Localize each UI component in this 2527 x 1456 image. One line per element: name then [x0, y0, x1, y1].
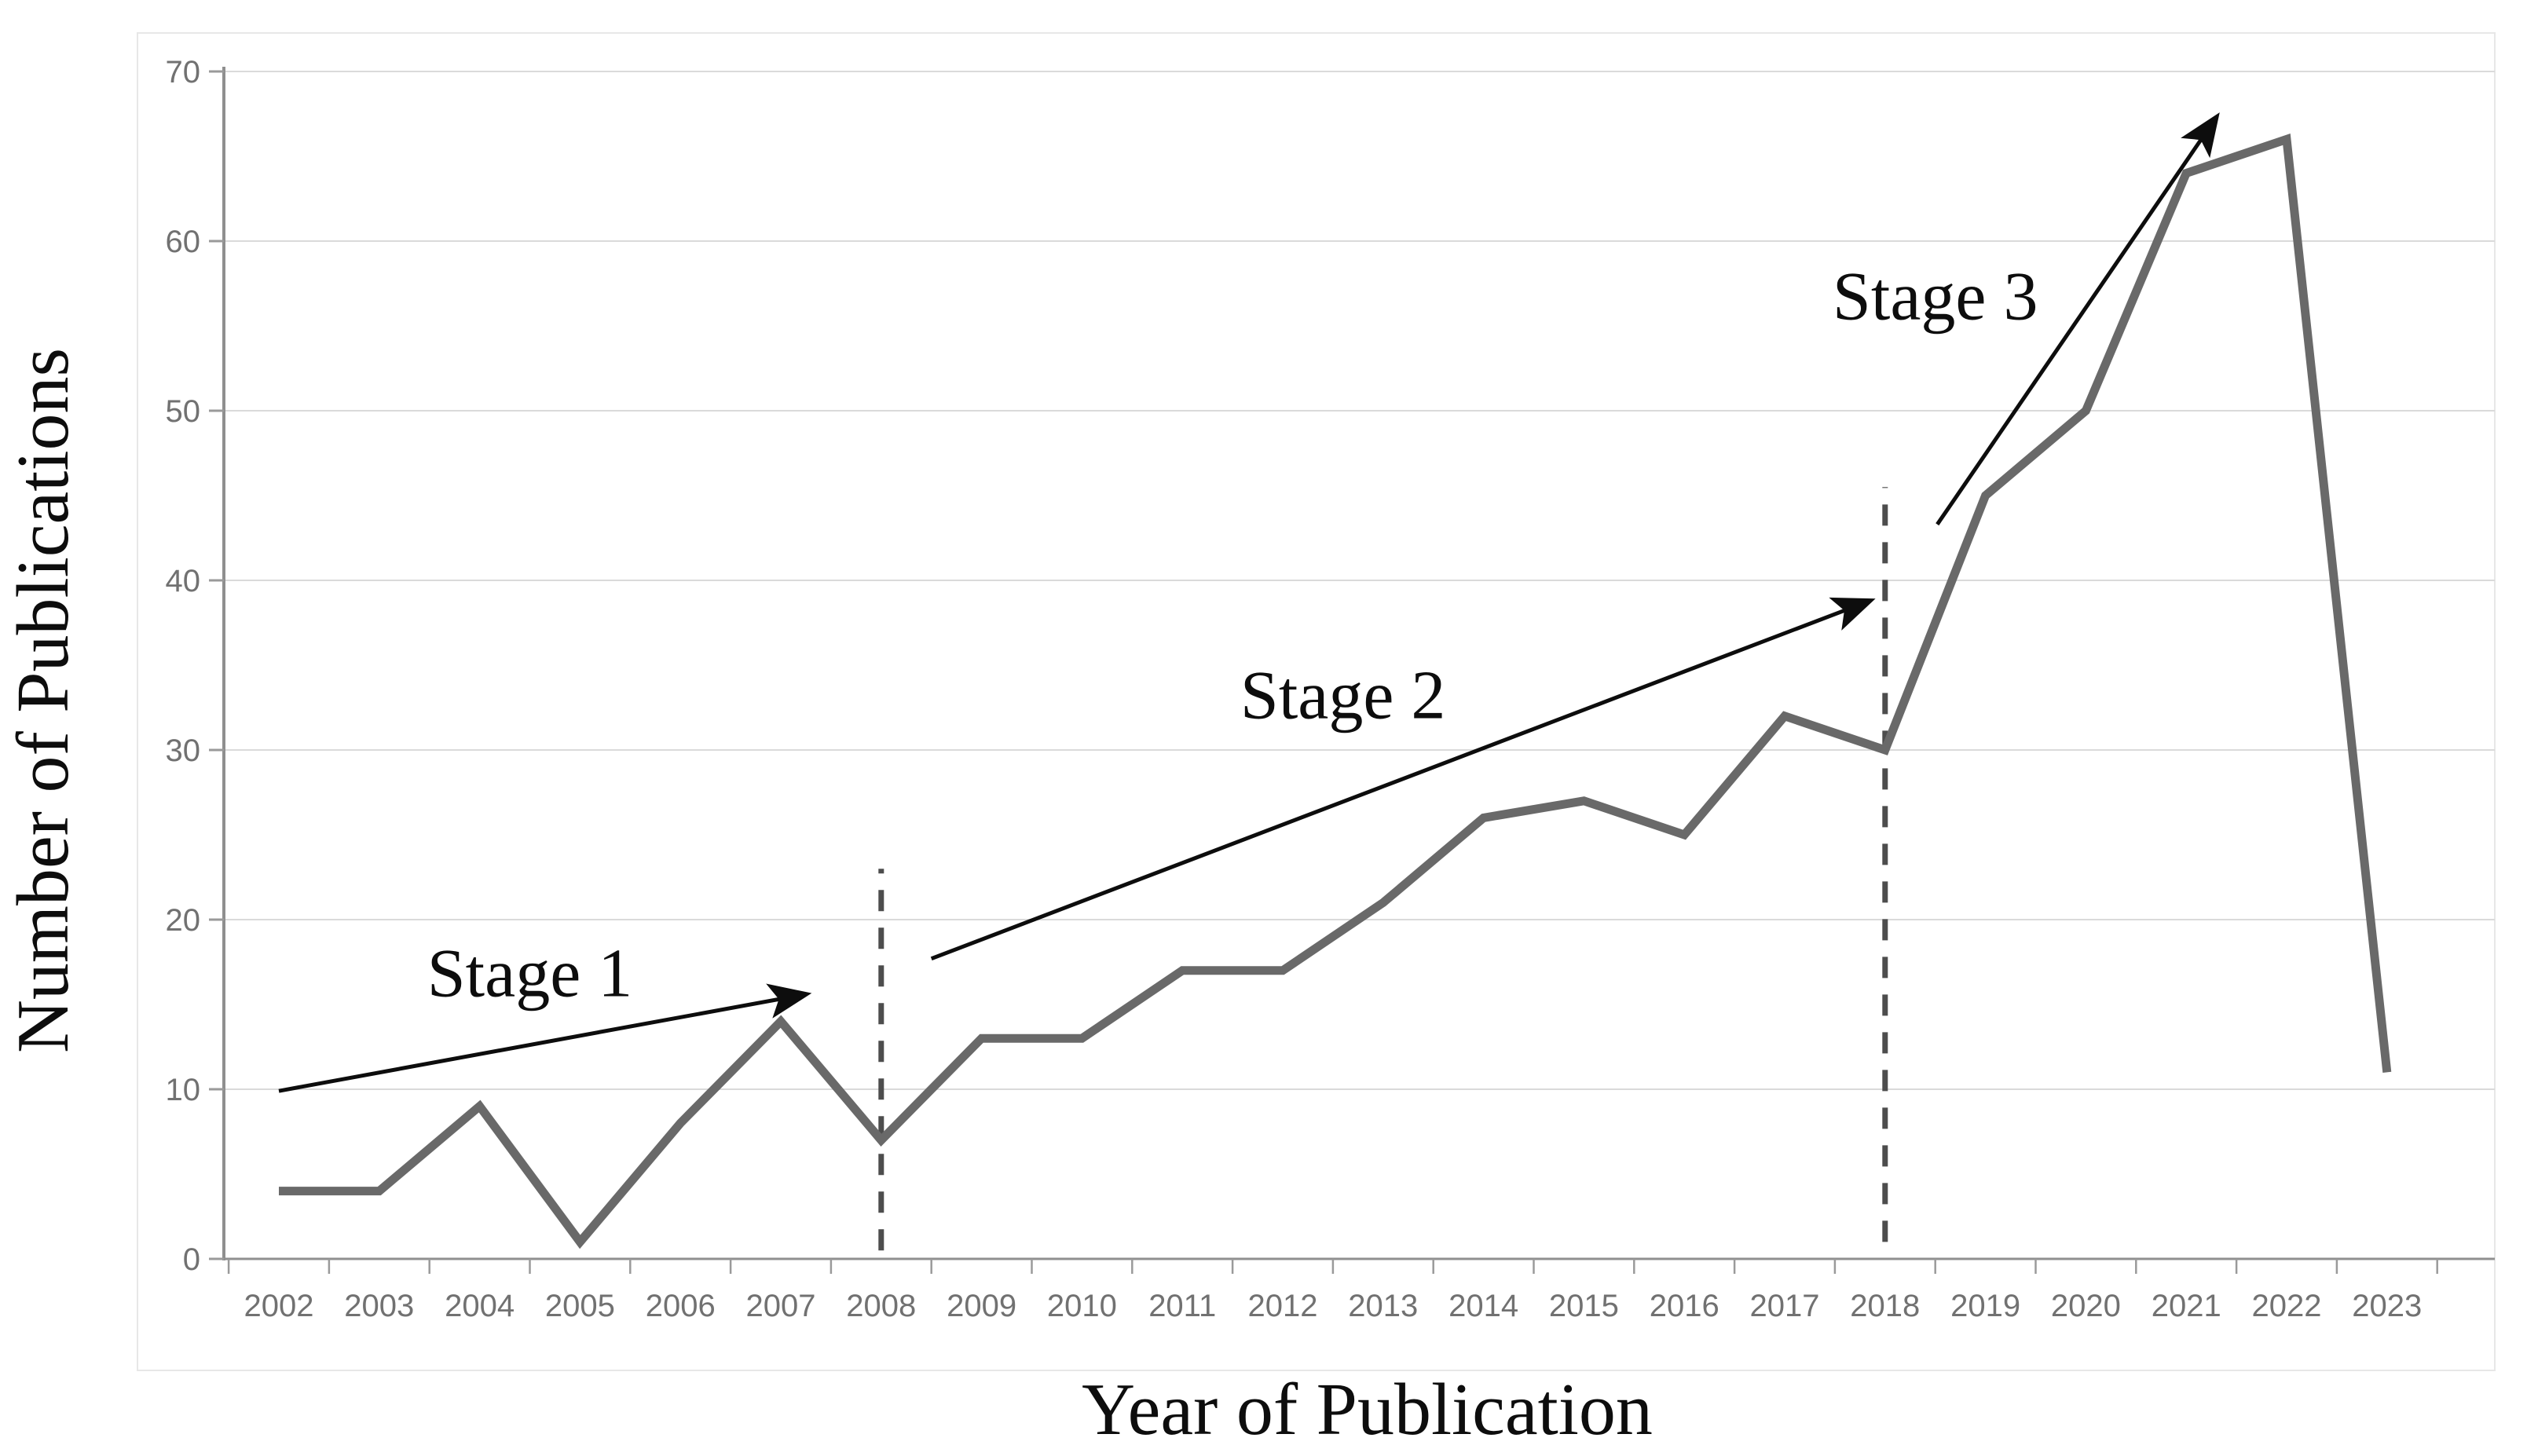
stage2-label: Stage 2	[1240, 657, 1446, 734]
stage3-arrow	[1936, 112, 2220, 526]
x-tick-label: 2021	[2152, 1289, 2221, 1323]
x-tick-label: 2010	[1047, 1289, 1117, 1323]
stage1-arrow	[278, 983, 812, 1093]
stage2-arrow	[930, 597, 1876, 961]
x-tick-label: 2017	[1750, 1289, 1820, 1323]
y-tick-label: 20	[166, 903, 201, 938]
y-axis-title: Number of Publications	[2, 347, 84, 1054]
x-tick-label: 2020	[2051, 1289, 2121, 1323]
x-tick-label: 2004	[445, 1289, 515, 1323]
x-tick-label: 2019	[1950, 1289, 2020, 1323]
x-tick-label: 2007	[746, 1289, 816, 1323]
y-tick-label: 70	[166, 55, 201, 90]
x-tick-label: 2005	[545, 1289, 615, 1323]
x-tick-label: 2002	[244, 1289, 314, 1323]
y-tick-label: 10	[166, 1073, 201, 1107]
stage1-label: Stage 1	[427, 935, 633, 1012]
x-tick-label: 2016	[1650, 1289, 1719, 1323]
x-tick-label: 2011	[1148, 1289, 1216, 1323]
x-tick-label: 2009	[947, 1289, 1016, 1323]
y-tick-label: 50	[166, 394, 201, 429]
x-tick-label: 2006	[646, 1289, 716, 1323]
chart-area-frame	[137, 32, 2496, 1371]
x-tick-label: 2015	[1549, 1289, 1619, 1323]
y-tick-label: 40	[166, 564, 201, 598]
x-tick-label: 2022	[2252, 1289, 2322, 1323]
x-tick-label: 2023	[2352, 1289, 2422, 1323]
x-axis-title: Year of Publication	[1082, 1369, 1653, 1451]
y-tick-label: 30	[166, 733, 201, 768]
x-tick-label: 2008	[846, 1289, 916, 1323]
y-tick-label: 60	[166, 225, 201, 259]
publications-line	[279, 133, 2392, 1249]
stage3-label: Stage 3	[1832, 258, 2038, 335]
x-tick-label: 2012	[1248, 1289, 1318, 1323]
x-tick-label: 2018	[1850, 1289, 1920, 1323]
x-tick-label: 2014	[1448, 1289, 1518, 1323]
x-tick-label: 2013	[1348, 1289, 1418, 1323]
x-tick-label: 2003	[344, 1289, 414, 1323]
y-tick-label: 0	[183, 1242, 200, 1277]
